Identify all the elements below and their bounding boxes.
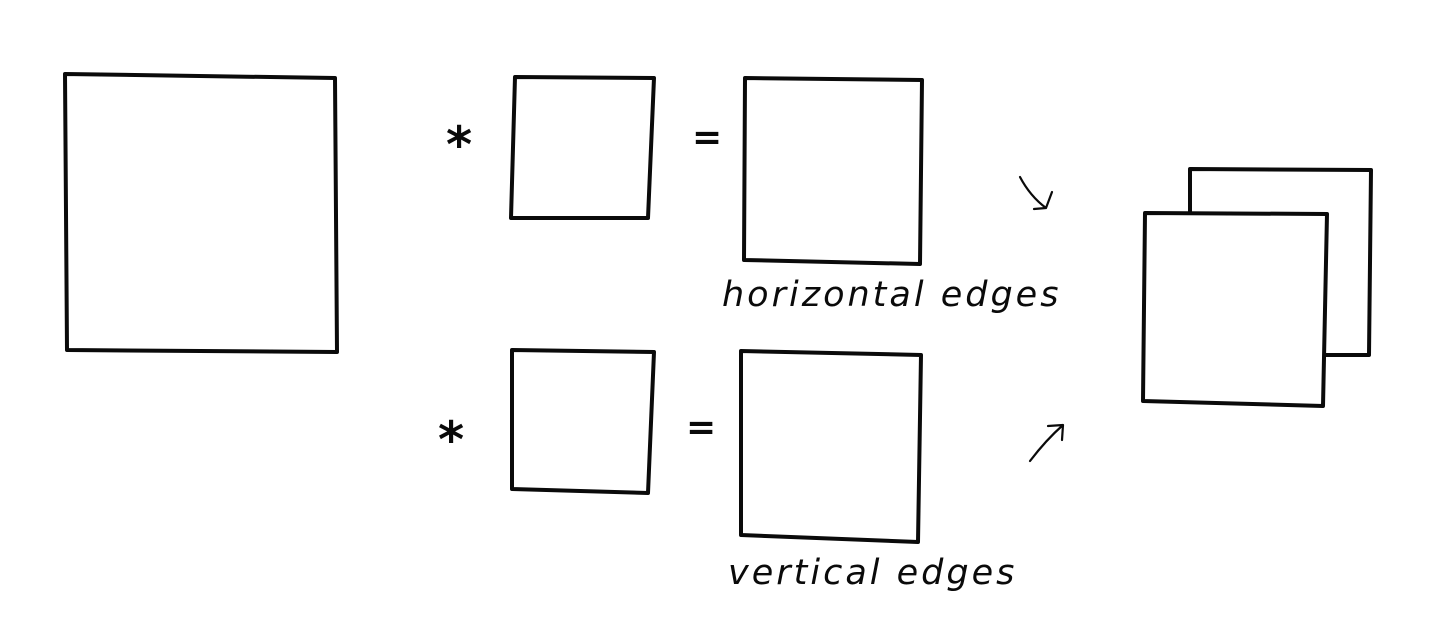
horizontal-filter-box <box>509 75 656 220</box>
feature-map-back-box <box>1188 167 1373 357</box>
feature-map-front-box <box>1141 211 1329 408</box>
arrow-down-right-icon <box>1018 175 1054 211</box>
equals-operator-bottom: = <box>686 407 716 448</box>
input-image-box <box>63 72 339 354</box>
convolve-operator-top: * <box>446 116 472 174</box>
horizontal-edges-label: horizontal edges <box>722 275 1061 315</box>
horizontal-edges-output-box <box>742 76 924 266</box>
vertical-edges-label: vertical edges <box>728 553 1017 593</box>
vertical-edges-output-box <box>739 349 923 544</box>
arrow-up-right-icon <box>1028 423 1065 463</box>
equals-operator-top: = <box>692 117 722 158</box>
convolve-operator-bottom: * <box>438 411 464 469</box>
vertical-filter-box <box>510 348 656 495</box>
